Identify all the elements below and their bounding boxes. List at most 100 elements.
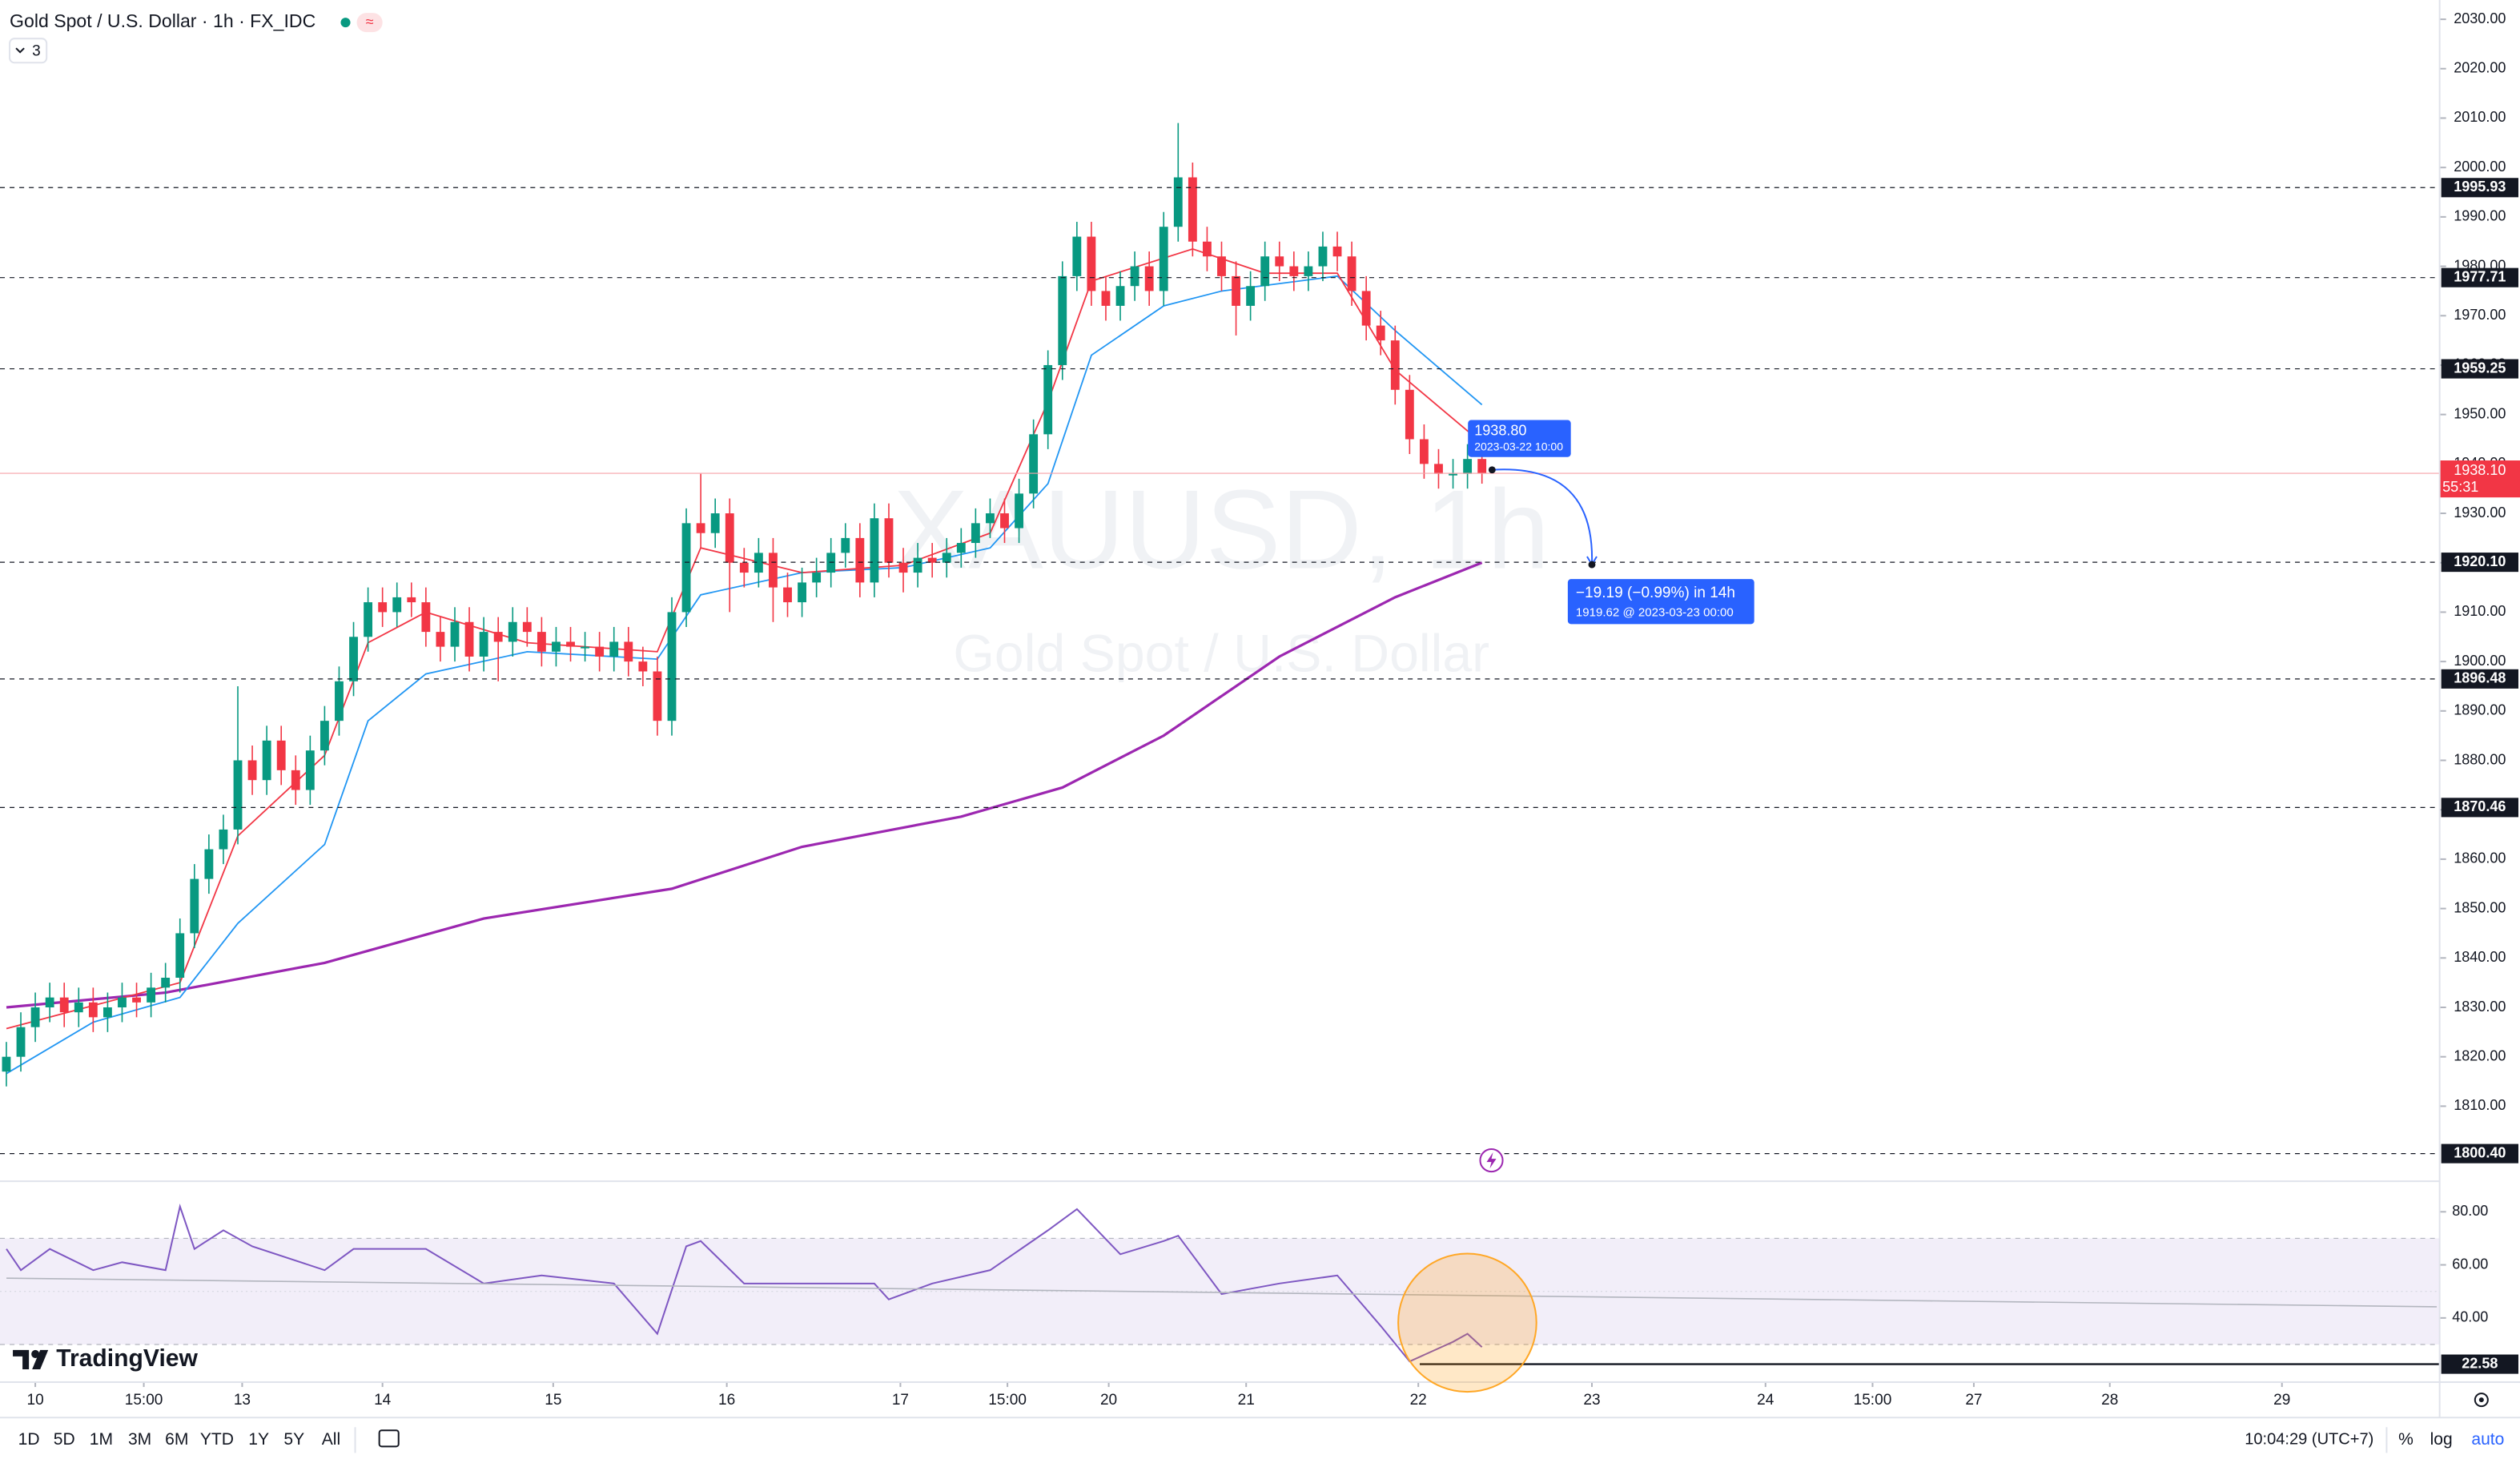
candle-body	[1405, 389, 1414, 440]
market-status	[340, 18, 351, 28]
range-button[interactable]: 1Y	[248, 1430, 269, 1449]
candle-body	[1232, 275, 1240, 306]
logo-dot	[31, 1349, 40, 1358]
y-tick-label: 1900.00	[2454, 653, 2506, 669]
log-toggle[interactable]: log	[2430, 1430, 2453, 1449]
candle-body	[45, 997, 54, 1008]
candle-body	[812, 573, 822, 583]
candle-body	[1332, 246, 1342, 257]
candle-body	[508, 621, 517, 642]
candle-body	[783, 587, 792, 603]
y-tick-label: 2000.00	[2454, 159, 2506, 175]
candle-body	[1376, 325, 1385, 341]
candle-body	[421, 602, 431, 633]
x-tick-label: 16	[718, 1392, 735, 1409]
x-tick-label: 10	[26, 1392, 43, 1409]
price-level-box	[2441, 669, 2518, 689]
chevron	[15, 47, 25, 54]
candle-body	[233, 760, 243, 830]
candle-body	[1173, 177, 1183, 227]
range-button[interactable]: 6M	[165, 1430, 188, 1449]
candle-body	[971, 523, 980, 544]
price-level-label: 1870.46	[2454, 798, 2506, 814]
candle-body	[59, 997, 69, 1013]
candle-body	[219, 829, 228, 850]
range-button[interactable]: 1M	[90, 1430, 113, 1449]
price-level-box	[2441, 553, 2518, 573]
candle-body	[739, 562, 749, 573]
candle-body	[537, 632, 546, 652]
candle-body	[609, 641, 619, 657]
x-tick-label: 15	[545, 1392, 561, 1409]
range-button[interactable]: 5Y	[283, 1430, 304, 1449]
y-tick-label: 60.00	[2452, 1256, 2488, 1272]
candle-body	[696, 523, 705, 533]
symbol-title[interactable]: Gold Spot / U.S. Dollar · 1h · FX_IDC	[10, 10, 316, 31]
candle-body	[132, 997, 141, 1003]
candle-body	[1115, 286, 1125, 306]
range-button[interactable]: 5D	[54, 1430, 75, 1449]
y-tick-label: 1850.00	[2454, 899, 2506, 915]
last-price-box	[2439, 460, 2520, 498]
price-level-box	[2441, 267, 2518, 287]
candle-body	[566, 641, 575, 647]
candle-body	[870, 518, 879, 583]
rsi-level-box	[2441, 1354, 2518, 1374]
y-tick-label: 1930.00	[2454, 504, 2506, 520]
y-tick-label: 1860.00	[2454, 850, 2506, 866]
candle-body	[1217, 256, 1226, 276]
candle-body	[1246, 286, 1256, 306]
forecast-change: −19.19 (−0.99%) in 14h	[1576, 585, 1735, 601]
candle-body	[1390, 340, 1400, 390]
candle-body	[1289, 266, 1299, 276]
candle-body	[1144, 266, 1154, 291]
date-range-icon[interactable]	[378, 1429, 400, 1448]
candle-body	[335, 681, 344, 721]
clock[interactable]: 10:04:29 (UTC+7)	[2245, 1431, 2373, 1449]
settings-icon[interactable]	[2474, 1393, 2489, 1408]
forecast-start	[1488, 466, 1496, 474]
price-level-box	[2441, 1143, 2518, 1164]
candle-body	[1000, 513, 1009, 529]
auto-toggle[interactable]: auto	[2471, 1430, 2504, 1449]
range-button[interactable]: All	[322, 1430, 340, 1449]
percent-toggle[interactable]: %	[2398, 1430, 2413, 1449]
candle-body	[1477, 459, 1487, 474]
candle-body	[364, 602, 373, 637]
candle-body	[1203, 241, 1212, 257]
price-level-label: 1995.93	[2454, 179, 2506, 195]
range-button[interactable]: 3M	[128, 1430, 151, 1449]
x-tick-label: 15:00	[988, 1392, 1027, 1409]
indicators-toggle[interactable]	[9, 38, 48, 64]
y-tick-label: 1830.00	[2454, 999, 2506, 1015]
y-tick-label: 1910.00	[2454, 603, 2506, 619]
x-tick-label: 20	[1100, 1392, 1117, 1409]
candle-body	[204, 849, 214, 879]
candle-body	[2, 1056, 11, 1072]
forecast-target: 1919.62 @ 2023-03-23 00:00	[1576, 605, 1734, 619]
candle-body	[754, 553, 763, 573]
logo-text[interactable]: TradingView	[56, 1345, 198, 1372]
range-button[interactable]: 1D	[18, 1430, 40, 1449]
candle-body	[1318, 246, 1328, 267]
x-tick-label: 23	[1583, 1392, 1600, 1409]
x-tick-label: 21	[1238, 1392, 1255, 1409]
candle-body	[378, 602, 388, 613]
candle-body	[450, 621, 460, 647]
candle-body	[522, 621, 532, 633]
candle-body	[942, 553, 951, 563]
x-tick-label: 24	[1757, 1392, 1774, 1409]
x-tick-label: 15:00	[1854, 1392, 1892, 1409]
range-button[interactable]: YTD	[200, 1430, 234, 1449]
y-tick-label: 1840.00	[2454, 949, 2506, 965]
price-level-label: 1959.25	[2454, 360, 2506, 376]
candle-body	[464, 621, 474, 657]
candle-body	[1058, 275, 1067, 365]
x-tick-label: 29	[2273, 1392, 2290, 1409]
candle-body	[74, 1002, 83, 1013]
candle-body	[913, 557, 922, 573]
candle-body	[407, 597, 416, 603]
candle-body	[927, 557, 937, 563]
candle-body	[88, 1002, 98, 1018]
